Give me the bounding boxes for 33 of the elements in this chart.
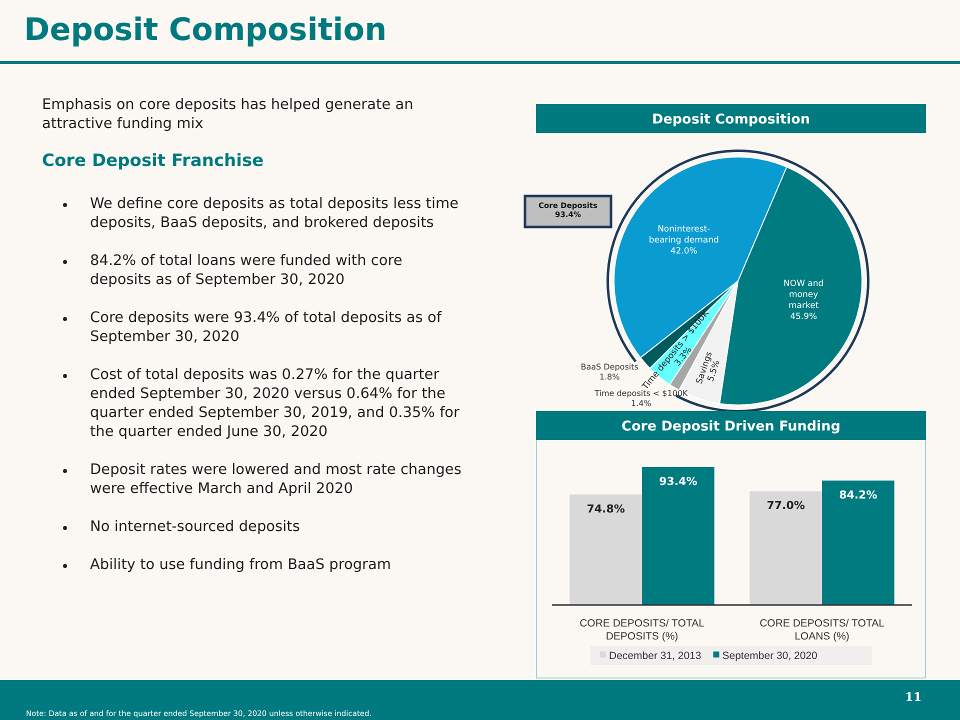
text: Core deposits were 93.4% of total deposits as of September 30, 2020 — [90, 310, 442, 345]
legend-label: September 30, 2020 — [722, 650, 818, 662]
x-tick-label: CORE DEPOSITS/ TOTAL LOANS (%) — [760, 617, 885, 643]
slice-label: NOW and money market — [784, 279, 824, 312]
text: 11 — [905, 690, 922, 704]
data-label: 77.0% — [766, 499, 805, 512]
data-label: 45.9% — [790, 312, 818, 322]
chart-title: Deposit Composition — [652, 112, 810, 128]
x-tick-label: CORE DEPOSITS/ TOTAL DEPOSITS (%) — [580, 617, 705, 643]
text: Cost of total deposits was 0.27% for the quarter ended September 30, 2020 versus 0.64% for the quarter ended September 30, 2019, and 0.35% for the quarter ended June 30, 2020 — [90, 367, 460, 440]
text: 84.2% of total loans were funded with core deposits as of September 30, 2020 — [90, 253, 402, 288]
bar — [642, 467, 714, 605]
chart-title: Core Deposit Driven Funding — [622, 418, 840, 434]
slice-label: Time deposits < $100K — [594, 388, 689, 398]
data-label: 1.4% — [631, 398, 652, 408]
data-label: 93.4% — [659, 475, 698, 488]
slice-label: Noninterest-bearing demand — [648, 224, 719, 246]
text: Deposit Composition — [24, 12, 387, 48]
data-label: 42.0% — [670, 246, 698, 257]
data-label: 74.8% — [586, 502, 625, 516]
text: Deposit rates were lowered and most rate changes were effective March and April 2020 — [90, 462, 462, 497]
bar — [822, 480, 894, 605]
text: Ability to use funding from BaaS program — [90, 557, 392, 573]
text: Emphasis on core deposits has helped generate an attractive funding mix — [42, 96, 414, 134]
data-label: 84.2% — [839, 488, 878, 502]
data-label: 1.8% — [599, 372, 620, 382]
text: No internet-sourced deposits — [90, 519, 300, 535]
legend-label: December 31, 2013 — [609, 650, 702, 662]
text: We define core deposits as total deposits less time deposits, BaaS deposits, and brokered deposits — [90, 196, 459, 231]
bar — [750, 491, 822, 605]
slice-label: BaaS Deposits — [580, 362, 638, 372]
bar — [570, 494, 642, 605]
text: Core Deposit Franchise — [42, 151, 264, 171]
